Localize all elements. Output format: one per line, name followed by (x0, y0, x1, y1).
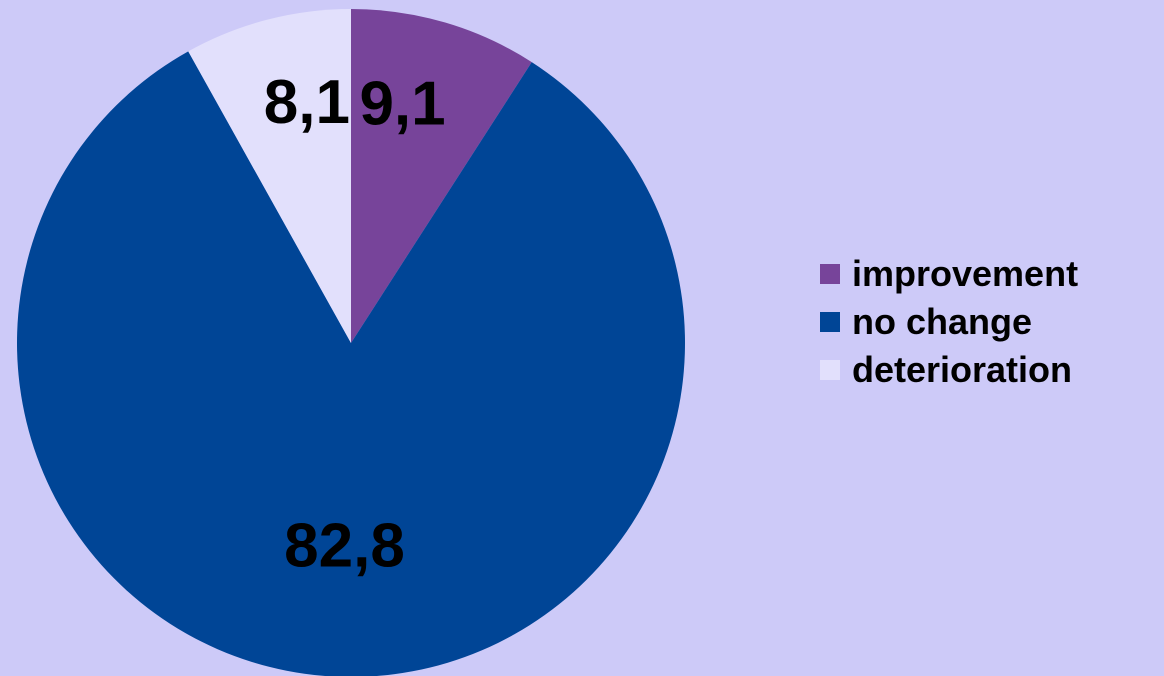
pie-value-labels: 9,1 82,8 8,1 (264, 68, 446, 580)
legend-swatch-no-change (820, 312, 840, 332)
pie-value-label-improvement: 9,1 (359, 69, 445, 138)
legend-swatch-deterioration (820, 360, 840, 380)
legend-item-improvement: improvement (820, 250, 1160, 298)
legend-item-no-change: no change (820, 298, 1160, 346)
pie-slice-improvement (351, 9, 532, 343)
legend-label-deterioration: deterioration (852, 349, 1073, 390)
legend-label-improvement: improvement (852, 253, 1079, 294)
chart-legend: improvement no change deterioration (820, 250, 1160, 394)
pie-value-label-deterioration: 8,1 (264, 68, 350, 137)
legend-label-no-change: no change (852, 301, 1033, 342)
legend-swatch-improvement (820, 264, 840, 284)
pie-value-label-no-change: 82,8 (284, 511, 405, 580)
pie-slices (17, 9, 685, 676)
legend-item-deterioration: deterioration (820, 346, 1160, 394)
pie-slice-deterioration (188, 9, 351, 343)
pie-slice-no-change (17, 51, 685, 676)
